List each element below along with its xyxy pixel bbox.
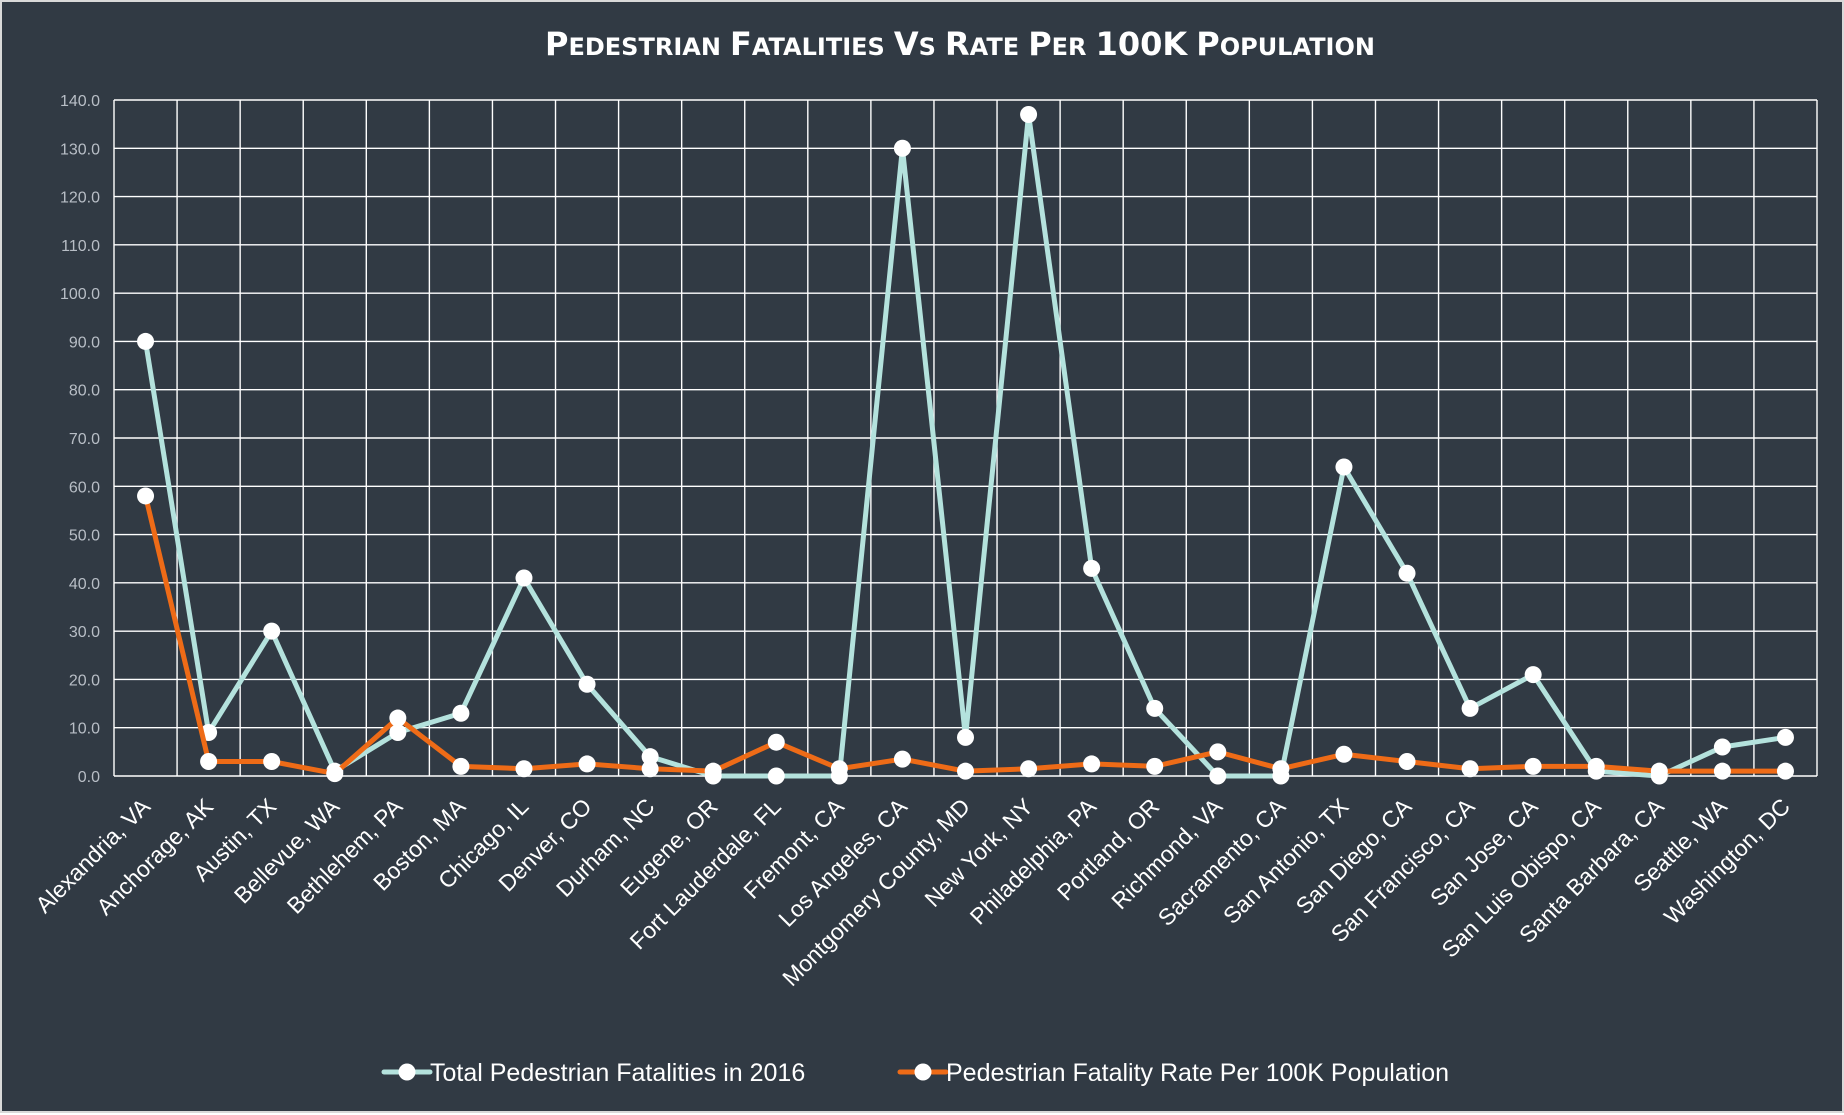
data-point xyxy=(515,569,533,587)
data-point xyxy=(641,760,659,778)
legend-item: Total Pedestrian Fatalities in 2016 xyxy=(381,1059,805,1087)
y-tick-label: 70.0 xyxy=(69,431,100,448)
y-tick-label: 50.0 xyxy=(69,528,100,545)
data-point xyxy=(137,487,155,505)
data-point xyxy=(893,139,911,157)
data-point xyxy=(200,753,218,771)
data-point xyxy=(1398,753,1416,771)
data-point xyxy=(767,733,785,751)
legend-swatch-marker xyxy=(914,1063,932,1081)
data-point xyxy=(1461,699,1479,717)
y-tick-label: 110.0 xyxy=(61,238,100,255)
data-point xyxy=(452,757,470,775)
data-point xyxy=(1650,762,1668,780)
data-point xyxy=(578,675,596,693)
data-point xyxy=(137,332,155,350)
y-tick-label: 10.0 xyxy=(69,721,100,738)
y-tick-label: 90.0 xyxy=(69,334,100,351)
data-point xyxy=(1335,458,1353,476)
legend-item: Pedestrian Fatality Rate Per 100K Popula… xyxy=(897,1059,1449,1087)
data-point xyxy=(704,762,722,780)
data-point xyxy=(263,622,281,640)
data-point xyxy=(893,750,911,768)
data-point xyxy=(1461,760,1479,778)
legend: Total Pedestrian Fatalities in 2016 Pedes… xyxy=(381,1059,1449,1087)
data-point xyxy=(389,724,407,742)
data-point xyxy=(1587,757,1605,775)
data-point xyxy=(641,748,659,766)
data-point xyxy=(1713,762,1731,780)
y-tick-label: 130.0 xyxy=(60,141,100,158)
y-tick-label: 20.0 xyxy=(69,672,100,689)
data-point xyxy=(1020,760,1038,778)
data-point xyxy=(263,753,281,771)
legend-label: Total Pedestrian Fatalities in 2016 xyxy=(430,1059,805,1087)
y-tick-label: 80.0 xyxy=(69,383,100,400)
data-point xyxy=(1776,728,1794,746)
series-1 xyxy=(137,487,1794,783)
data-point xyxy=(1398,564,1416,582)
data-point xyxy=(578,755,596,773)
data-point xyxy=(1083,559,1101,577)
data-point xyxy=(1272,760,1290,778)
y-tick-label: 0.0 xyxy=(78,769,100,786)
y-tick-label: 140.0 xyxy=(60,93,100,110)
data-point xyxy=(957,728,974,746)
data-point xyxy=(452,704,470,722)
data-point xyxy=(1776,762,1794,780)
legend-label: Pedestrian Fatality Rate Per 100K Popula… xyxy=(946,1059,1449,1087)
y-tick-label: 40.0 xyxy=(69,576,100,593)
data-point xyxy=(389,709,407,727)
y-tick-label: 60.0 xyxy=(69,479,100,496)
data-point xyxy=(326,765,344,783)
grid xyxy=(113,99,1818,777)
data-point xyxy=(1209,743,1227,761)
y-tick-label: 100.0 xyxy=(60,286,100,303)
data-point xyxy=(1524,757,1542,775)
chart-title: PEDESTRIAN FATALITIES VS RATE PER 100K P… xyxy=(545,25,1375,63)
x-tick-label: New York, NY xyxy=(919,793,1038,912)
data-point xyxy=(1146,757,1164,775)
data-point xyxy=(767,767,785,785)
data-point xyxy=(1524,666,1542,684)
series-lines xyxy=(137,105,1794,785)
data-point xyxy=(1020,105,1038,123)
data-point xyxy=(1146,699,1164,717)
y-tick-label: 120.0 xyxy=(60,190,100,207)
series-0 xyxy=(137,105,1794,785)
legend-swatch-marker xyxy=(398,1063,416,1081)
data-point xyxy=(830,760,848,778)
data-point xyxy=(1713,738,1731,756)
data-point xyxy=(957,762,974,780)
data-point xyxy=(1083,755,1101,773)
y-tick-label: 30.0 xyxy=(69,624,100,641)
x-tick-label: Richmond, VA xyxy=(1106,793,1228,915)
data-point xyxy=(515,760,533,778)
data-point xyxy=(1209,767,1227,785)
data-point xyxy=(1335,745,1353,763)
y-axis-ticks: 0.0 10.0 20.0 30.0 40.0 50.0 60.0 70.0 80.0 90.0 1… xyxy=(60,93,100,786)
